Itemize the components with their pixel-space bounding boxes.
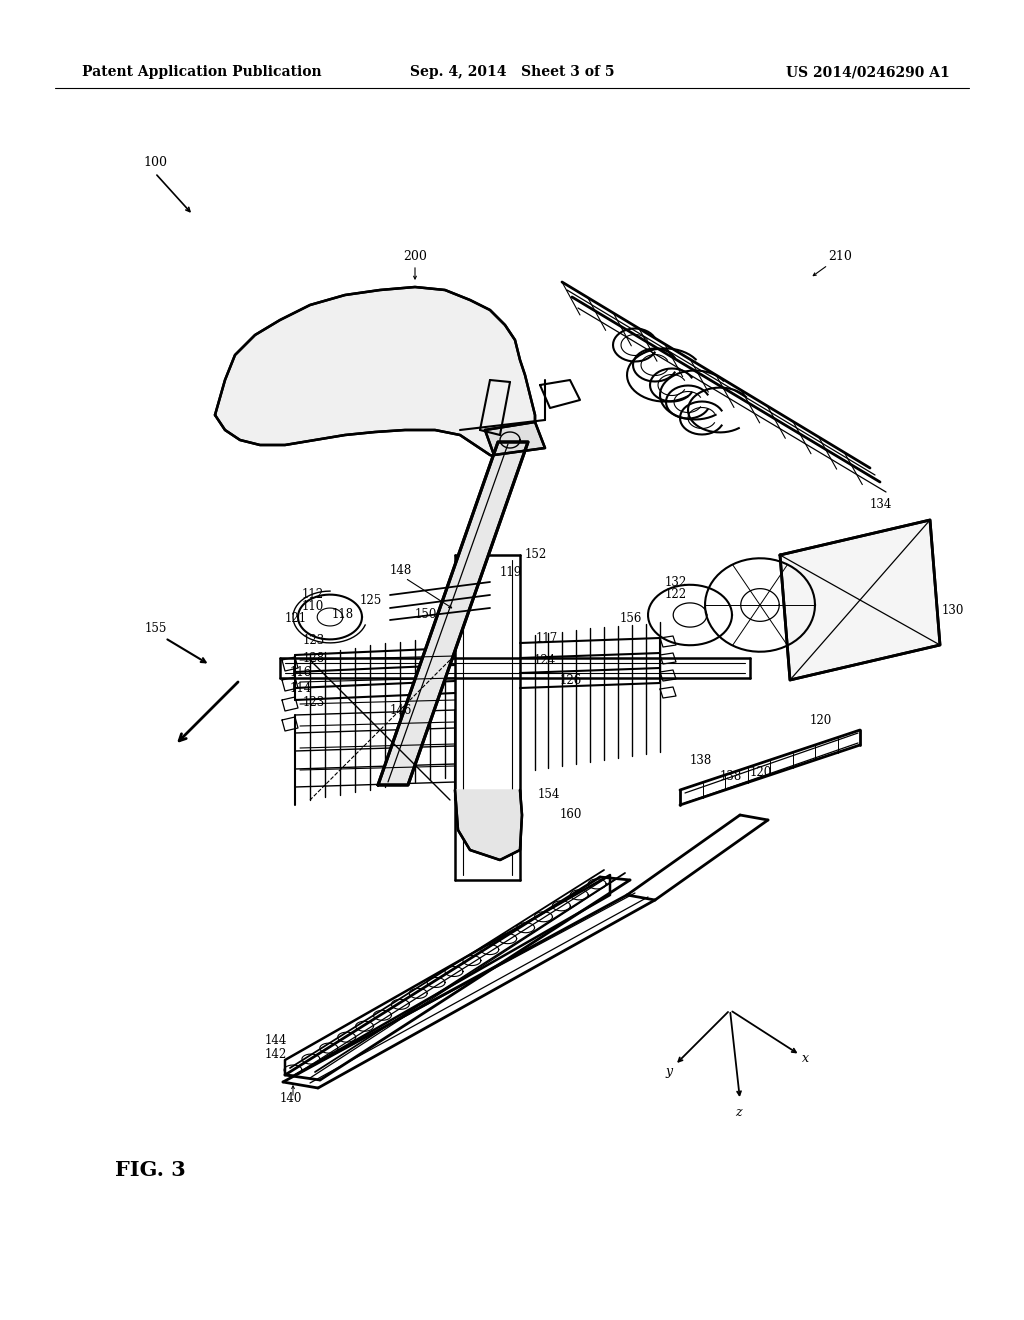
Text: 126: 126 [560, 673, 583, 686]
Text: 110: 110 [302, 601, 325, 614]
Text: 210: 210 [828, 251, 852, 264]
Polygon shape [780, 520, 940, 680]
Text: 144: 144 [265, 1034, 288, 1047]
Text: 138: 138 [690, 754, 713, 767]
Text: 140: 140 [280, 1092, 302, 1105]
Text: 116: 116 [290, 665, 312, 678]
Text: US 2014/0246290 A1: US 2014/0246290 A1 [786, 65, 950, 79]
Text: 155: 155 [145, 622, 167, 635]
Text: 123: 123 [303, 634, 326, 647]
Text: 150: 150 [415, 609, 437, 622]
Text: 146: 146 [390, 704, 413, 717]
Text: 122: 122 [665, 589, 687, 602]
Text: 128: 128 [303, 652, 326, 664]
Polygon shape [215, 286, 535, 459]
Text: 152: 152 [525, 549, 547, 561]
Text: 120: 120 [750, 767, 772, 780]
Text: 130: 130 [942, 603, 965, 616]
Text: 100: 100 [143, 157, 167, 169]
Text: 120: 120 [810, 714, 833, 726]
Text: 132: 132 [665, 576, 687, 589]
Text: 125: 125 [360, 594, 382, 606]
Text: 124: 124 [534, 653, 556, 667]
Text: 117: 117 [536, 631, 558, 644]
Text: 154: 154 [538, 788, 560, 801]
Text: 123: 123 [303, 696, 326, 709]
Text: x: x [802, 1052, 809, 1064]
Text: y: y [665, 1065, 672, 1078]
Polygon shape [485, 422, 545, 455]
Text: 121: 121 [285, 611, 307, 624]
Text: 112: 112 [302, 587, 325, 601]
Text: FIG. 3: FIG. 3 [115, 1160, 185, 1180]
Text: Sep. 4, 2014   Sheet 3 of 5: Sep. 4, 2014 Sheet 3 of 5 [410, 65, 614, 79]
Text: 142: 142 [265, 1048, 288, 1061]
Text: 200: 200 [403, 251, 427, 264]
Text: 148: 148 [390, 564, 413, 577]
Text: 114: 114 [290, 681, 312, 694]
Text: 156: 156 [620, 611, 642, 624]
Text: 134: 134 [870, 499, 892, 511]
Text: 119: 119 [500, 565, 522, 578]
Text: z: z [735, 1106, 741, 1118]
Text: 160: 160 [560, 808, 583, 821]
Polygon shape [455, 789, 522, 861]
Text: 138: 138 [720, 771, 742, 784]
Text: Patent Application Publication: Patent Application Publication [82, 65, 322, 79]
Polygon shape [378, 442, 528, 785]
Text: 118: 118 [332, 607, 354, 620]
